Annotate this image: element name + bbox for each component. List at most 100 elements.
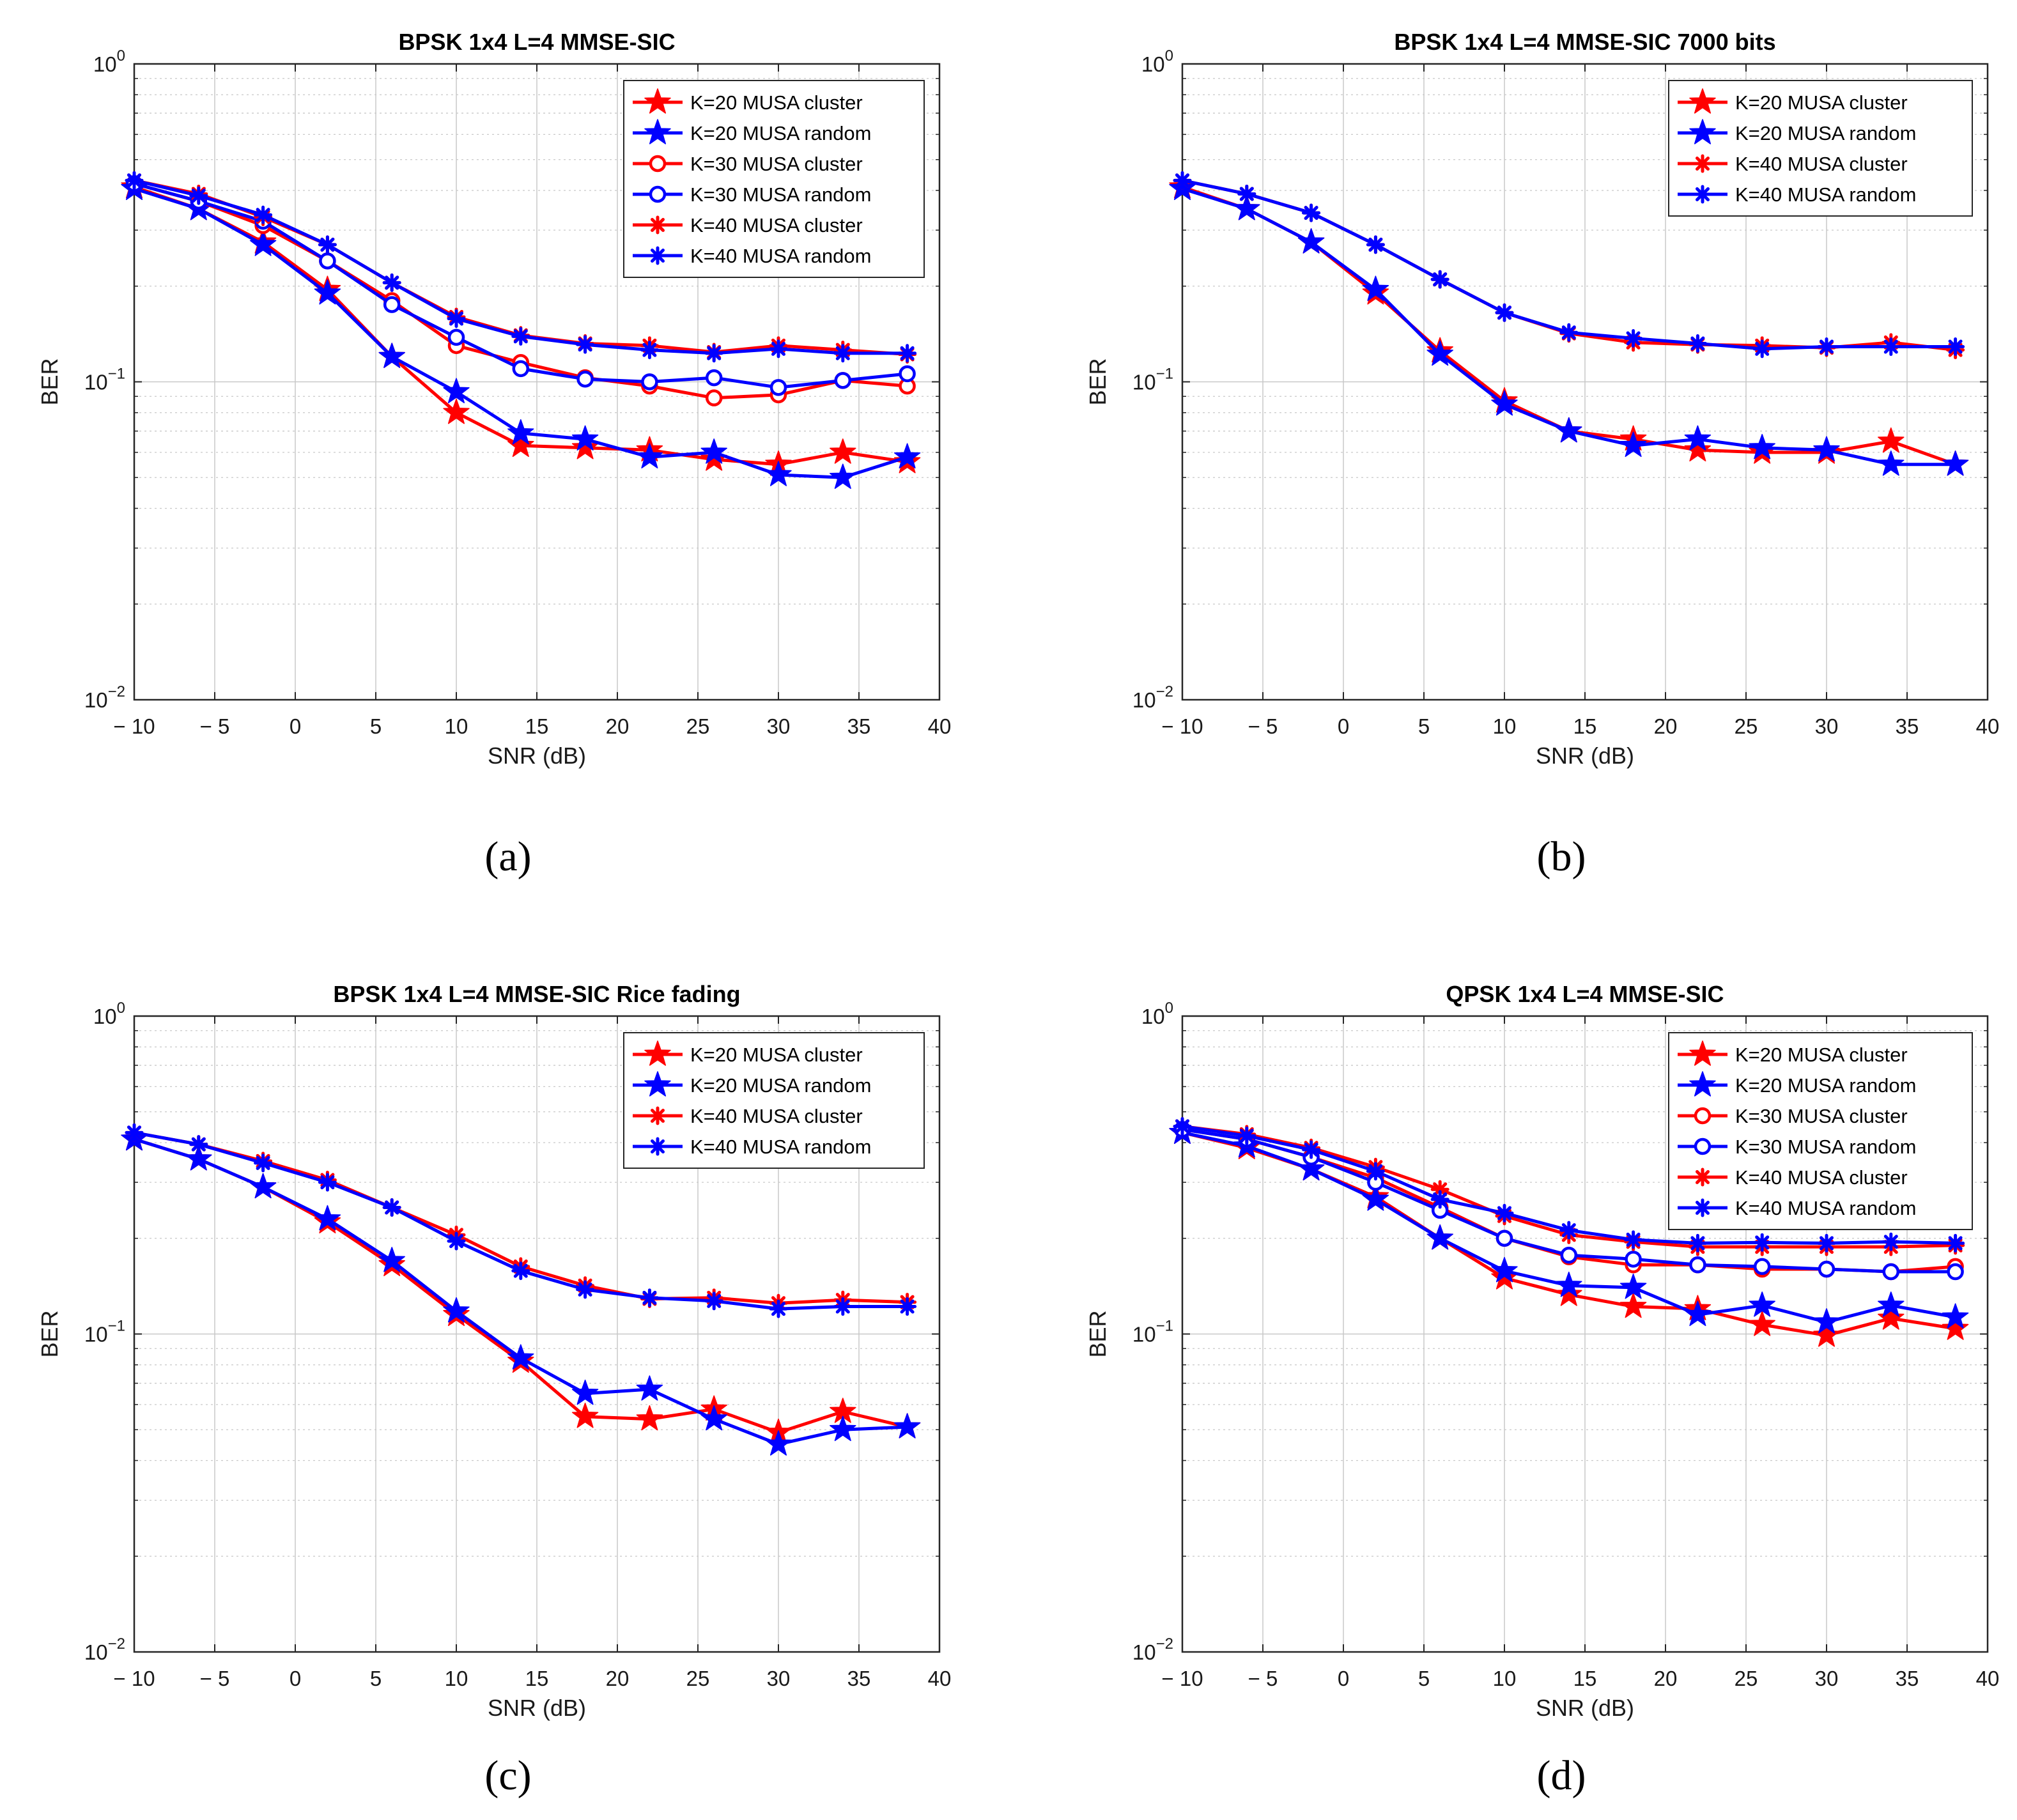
x-tick-label: − 10 bbox=[113, 714, 155, 738]
data-point bbox=[1430, 270, 1449, 289]
x-tick-label: 35 bbox=[1896, 714, 1919, 738]
y-tick-label: 10−1 bbox=[84, 1318, 125, 1346]
data-point-core bbox=[1178, 176, 1187, 185]
x-tick-label: 30 bbox=[767, 1667, 791, 1690]
data-point bbox=[571, 425, 599, 451]
data-point bbox=[1297, 228, 1325, 254]
series-k-40-musa-random bbox=[125, 171, 917, 363]
x-tick-label: − 5 bbox=[200, 714, 230, 738]
legend-marker bbox=[648, 1137, 667, 1156]
data-point bbox=[1426, 340, 1453, 366]
data-point-core bbox=[838, 1302, 847, 1311]
y-tick-base: 10 bbox=[93, 1005, 117, 1028]
data-point bbox=[769, 339, 788, 359]
data-point bbox=[1559, 323, 1579, 342]
panel-label: (b) bbox=[1537, 833, 1586, 880]
data-point bbox=[898, 1297, 917, 1316]
data-point bbox=[319, 252, 336, 270]
legend: K=20 MUSA cluster K=20 MUSA random K=30 MU… bbox=[1668, 1032, 1973, 1230]
legend-entry: K=20 MUSA random bbox=[633, 1071, 871, 1097]
y-tick-exponent: −1 bbox=[1156, 1318, 1173, 1335]
data-point bbox=[1430, 1190, 1449, 1209]
data-point-core bbox=[1758, 344, 1766, 353]
legend-marker bbox=[644, 88, 671, 114]
data-point bbox=[1752, 339, 1772, 359]
y-tick-label: 10−1 bbox=[1132, 1318, 1173, 1346]
x-tick-label: 20 bbox=[606, 714, 630, 738]
data-point-core bbox=[1887, 1237, 1896, 1246]
legend-label: K=40 MUSA cluster bbox=[1735, 153, 1908, 175]
y-tick-base: 10 bbox=[1141, 52, 1165, 76]
data-point bbox=[443, 398, 470, 424]
data-point bbox=[1426, 1224, 1453, 1250]
legend-label: K=40 MUSA random bbox=[1735, 1197, 1916, 1219]
data-point bbox=[1749, 1292, 1775, 1317]
series-k-40-musa-random bbox=[125, 1123, 917, 1318]
y-tick-exponent: −1 bbox=[108, 1318, 125, 1335]
data-point bbox=[893, 443, 921, 468]
data-point bbox=[1560, 1246, 1578, 1264]
legend-marker bbox=[1694, 1107, 1712, 1125]
legend-marker-core bbox=[1698, 159, 1707, 168]
legend-entry: K=20 MUSA cluster bbox=[633, 1040, 863, 1066]
x-tick-label: 25 bbox=[1735, 1667, 1758, 1690]
data-point-core bbox=[581, 340, 590, 349]
data-point bbox=[1817, 337, 1836, 356]
data-point bbox=[189, 186, 208, 205]
data-point bbox=[443, 378, 470, 403]
x-tick-label: 15 bbox=[1573, 1667, 1597, 1690]
data-point bbox=[447, 1231, 466, 1251]
data-point bbox=[382, 273, 401, 292]
legend-marker bbox=[1694, 1138, 1712, 1155]
legend-entry: K=30 MUSA cluster bbox=[633, 153, 863, 175]
data-point-core bbox=[387, 1203, 396, 1212]
data-point bbox=[830, 463, 856, 490]
x-tick-label: 5 bbox=[1418, 1667, 1430, 1690]
data-point-core bbox=[516, 1267, 525, 1276]
data-point-core bbox=[774, 344, 783, 353]
x-tick-label: 20 bbox=[1654, 714, 1678, 738]
data-point-core bbox=[1951, 342, 1960, 351]
legend-marker bbox=[644, 119, 671, 144]
data-point-core bbox=[645, 346, 654, 355]
legend-marker bbox=[1693, 154, 1712, 173]
data-point-core bbox=[1565, 328, 1573, 337]
data-point bbox=[576, 1280, 595, 1299]
x-axis-label: SNR (dB) bbox=[488, 743, 586, 769]
data-point bbox=[1882, 1232, 1901, 1251]
x-tick-label: 0 bbox=[290, 714, 301, 738]
legend-marker-core bbox=[653, 1111, 662, 1120]
x-tick-label: 30 bbox=[1815, 1667, 1839, 1690]
data-point-core bbox=[130, 176, 139, 185]
data-point bbox=[1366, 235, 1385, 254]
y-tick-exponent: 0 bbox=[1165, 999, 1173, 1017]
data-point bbox=[189, 1135, 208, 1154]
data-point bbox=[641, 373, 658, 390]
data-point bbox=[382, 1198, 401, 1217]
data-point-core bbox=[1242, 189, 1251, 198]
y-tick-base: 10 bbox=[84, 1640, 108, 1664]
legend-marker-core bbox=[1698, 190, 1707, 199]
x-tick-label: − 10 bbox=[1161, 1667, 1203, 1690]
data-point bbox=[254, 205, 273, 224]
y-axis-label: BER bbox=[1085, 358, 1111, 405]
legend-label: K=40 MUSA random bbox=[1735, 183, 1916, 206]
data-point bbox=[1619, 431, 1647, 458]
data-point bbox=[833, 344, 853, 363]
x-tick-label: 40 bbox=[1976, 714, 2000, 738]
legend-entry: K=20 MUSA cluster bbox=[633, 88, 863, 114]
data-point bbox=[511, 327, 530, 346]
data-point bbox=[1495, 1203, 1514, 1222]
legend-label: K=40 MUSA random bbox=[690, 1136, 871, 1158]
data-point bbox=[1624, 328, 1643, 348]
data-point bbox=[1817, 1233, 1836, 1253]
data-point bbox=[1625, 1251, 1642, 1268]
data-point bbox=[1947, 1263, 1964, 1281]
legend-entry: K=20 MUSA cluster bbox=[1678, 1040, 1908, 1066]
series-k-20-musa-random bbox=[121, 174, 921, 490]
data-point bbox=[899, 365, 916, 383]
legend-label: K=20 MUSA random bbox=[690, 1074, 871, 1097]
legend-marker bbox=[1693, 1198, 1712, 1217]
y-tick-base: 10 bbox=[84, 371, 108, 394]
data-point bbox=[1619, 1274, 1647, 1299]
